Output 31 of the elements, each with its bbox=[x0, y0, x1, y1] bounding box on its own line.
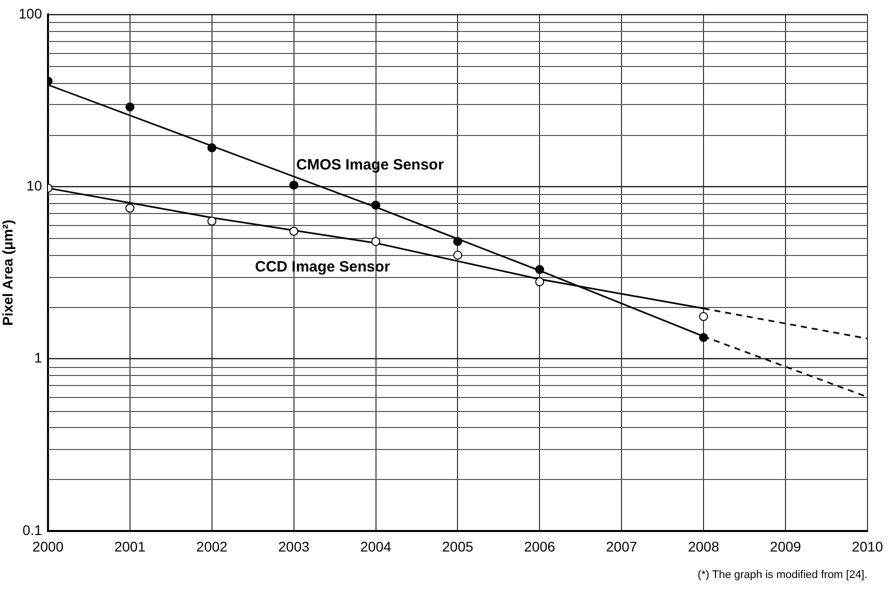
point bbox=[207, 216, 216, 226]
text: (*) The graph is modified from [24]. bbox=[698, 569, 868, 582]
point bbox=[699, 312, 708, 322]
x-tick-label: 2001 bbox=[114, 538, 146, 554]
y-tick-label: 0.1 bbox=[22, 522, 42, 538]
x-tick-label: 2006 bbox=[524, 538, 556, 554]
y-tick-label: 1 bbox=[34, 350, 42, 366]
point bbox=[125, 102, 134, 112]
x-tick-label: 2002 bbox=[196, 538, 228, 554]
point bbox=[289, 226, 298, 236]
point bbox=[535, 265, 544, 274]
point bbox=[453, 250, 462, 260]
y-axis-title: Pixel Area (μm²) bbox=[0, 220, 16, 326]
point bbox=[699, 332, 708, 342]
x-tick-label: 2009 bbox=[770, 538, 802, 554]
x-tick-label: 2005 bbox=[442, 538, 474, 554]
point bbox=[371, 236, 380, 246]
x-tick-label: 2000 bbox=[32, 538, 64, 554]
point bbox=[535, 277, 544, 286]
x-tick-label: 2004 bbox=[360, 538, 392, 554]
point bbox=[125, 204, 134, 213]
x-tick-label: 2008 bbox=[688, 538, 720, 554]
point bbox=[453, 236, 462, 246]
x-tick-label: 2003 bbox=[278, 538, 310, 554]
point bbox=[289, 180, 298, 190]
x-tick-label: 2010 bbox=[852, 538, 884, 554]
point bbox=[207, 143, 216, 152]
y-tick-label: 100 bbox=[18, 5, 42, 22]
y-tick-label: 10 bbox=[26, 177, 42, 194]
x-tick-label: 2007 bbox=[606, 538, 638, 554]
point bbox=[371, 200, 380, 210]
